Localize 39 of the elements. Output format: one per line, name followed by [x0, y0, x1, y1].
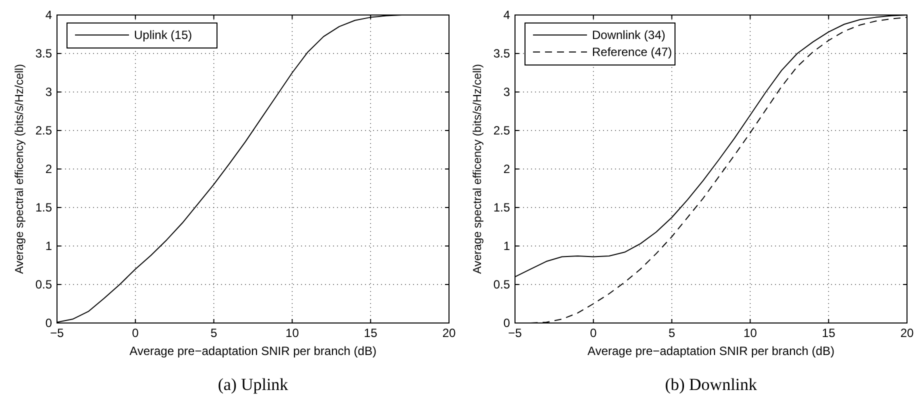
y-tick-label: 0 — [503, 316, 510, 330]
y-axis-title: Average spectral efficency (bits/s/Hz/cell) — [472, 64, 484, 274]
text: (b) Downlink — [664, 375, 758, 394]
y-axis-title: Average spectral efficency (bits/s/Hz/cell) — [14, 64, 26, 274]
x-tick-label: −5 — [508, 326, 522, 340]
x-tick-label: 20 — [900, 326, 914, 340]
text: (a) Uplink — [218, 375, 289, 394]
y-tick-label: 1 — [503, 239, 510, 253]
x-tick-label: 0 — [590, 326, 598, 340]
y-tick-label: 0.5 — [35, 278, 52, 292]
y-tick-label: 2.5 — [35, 124, 52, 138]
x-axis-title: Average pre−adaptation SNIR per branch (dB) — [588, 344, 834, 358]
y-tick-label: 1.5 — [35, 200, 52, 214]
y-tick-label: 2.5 — [493, 124, 510, 138]
x-axis-title: Average pre−adaptation SNIR per branch (dB) — [130, 344, 376, 358]
legend-label: Reference (47) — [592, 45, 672, 59]
x-tick-label: 15 — [822, 326, 836, 340]
x-tick-label: −5 — [50, 326, 64, 340]
y-tick-label: 3.5 — [35, 46, 52, 60]
y-tick-label: 4 — [503, 8, 510, 22]
y-tick-label: 3 — [503, 85, 510, 99]
y-tick-label: 2 — [45, 162, 52, 176]
x-tick-label: 10 — [744, 326, 758, 340]
x-tick-label: 15 — [364, 326, 378, 340]
x-tick-label: 5 — [210, 326, 218, 340]
legend-label: Downlink (34) — [592, 28, 666, 42]
x-tick-label: 10 — [286, 326, 300, 340]
x-tick-label: 5 — [668, 326, 676, 340]
legend-label: Uplink (15) — [134, 28, 192, 42]
y-tick-label: 2 — [503, 162, 510, 176]
y-tick-label: 0.5 — [493, 278, 510, 292]
y-tick-label: 3.5 — [493, 46, 510, 60]
y-tick-label: 0 — [45, 316, 52, 330]
y-tick-label: 3 — [45, 85, 52, 99]
y-tick-label: 1 — [45, 239, 52, 253]
x-tick-label: 0 — [132, 326, 140, 340]
y-tick-label: 1.5 — [493, 200, 510, 214]
x-tick-label: 20 — [442, 326, 456, 340]
y-tick-label: 4 — [45, 8, 52, 22]
